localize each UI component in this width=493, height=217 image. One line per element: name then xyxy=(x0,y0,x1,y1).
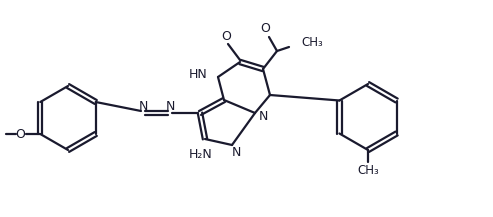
Text: N: N xyxy=(231,146,241,159)
Text: O: O xyxy=(221,30,231,43)
Text: O: O xyxy=(15,128,25,140)
Text: H₂N: H₂N xyxy=(189,148,213,161)
Text: HN: HN xyxy=(189,69,208,82)
Text: CH₃: CH₃ xyxy=(301,36,323,49)
Text: N: N xyxy=(139,100,148,113)
Text: O: O xyxy=(260,23,270,36)
Text: CH₃: CH₃ xyxy=(357,163,379,176)
Text: N: N xyxy=(165,100,175,113)
Text: N: N xyxy=(258,110,268,123)
